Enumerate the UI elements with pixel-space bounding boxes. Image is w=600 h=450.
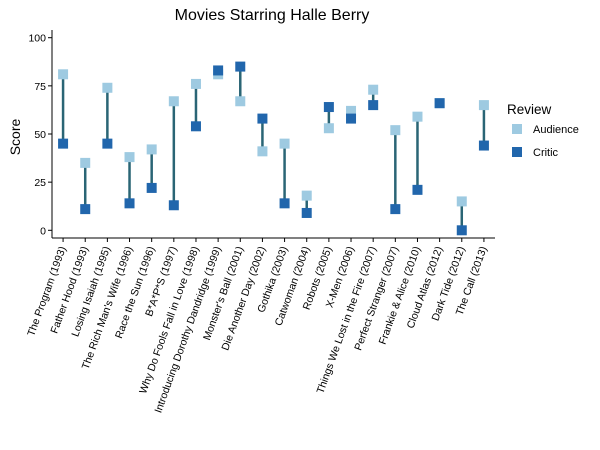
audience-point bbox=[102, 82, 113, 93]
y-tick-label: 50 bbox=[34, 129, 46, 141]
audience-point bbox=[323, 123, 334, 134]
audience-point bbox=[146, 144, 157, 155]
audience-point bbox=[58, 69, 69, 80]
critic-point bbox=[58, 138, 69, 149]
legend-title: Review bbox=[507, 102, 552, 117]
audience-point bbox=[456, 196, 467, 207]
critic-point bbox=[124, 198, 135, 209]
critic-point bbox=[434, 98, 445, 109]
y-tick-label: 75 bbox=[34, 81, 46, 93]
audience-point bbox=[412, 111, 423, 122]
chart-title: Movies Starring Halle Berry bbox=[175, 7, 370, 24]
critic-point bbox=[368, 100, 379, 111]
legend-key-audience bbox=[512, 124, 522, 134]
audience-point bbox=[80, 157, 91, 168]
critic-point bbox=[146, 182, 157, 193]
y-tick-label: 0 bbox=[40, 225, 46, 237]
audience-point bbox=[390, 125, 401, 136]
critic-point bbox=[213, 65, 224, 76]
critic-point bbox=[390, 204, 401, 215]
audience-point bbox=[235, 96, 246, 107]
audience-point bbox=[257, 146, 268, 157]
y-axis-title: Score bbox=[7, 119, 23, 156]
critic-point bbox=[456, 225, 467, 236]
critic-point bbox=[102, 138, 113, 149]
critic-point bbox=[80, 204, 91, 215]
critic-point bbox=[257, 113, 268, 124]
axes: 0 25 50 75 100 bbox=[28, 30, 495, 242]
legend-key-critic bbox=[512, 147, 522, 157]
audience-point bbox=[346, 105, 357, 116]
audience-point bbox=[301, 190, 312, 201]
audience-point bbox=[478, 100, 489, 111]
critic-point bbox=[235, 61, 246, 72]
legend-label-critic: Critic bbox=[533, 147, 559, 159]
legend-label-audience: Audience bbox=[533, 124, 579, 136]
audience-point bbox=[168, 96, 179, 107]
critic-point bbox=[412, 184, 423, 195]
critic-point bbox=[301, 207, 312, 218]
legend: Review Audience Critic bbox=[507, 102, 579, 159]
critic-point bbox=[346, 113, 357, 124]
critic-point bbox=[168, 200, 179, 211]
critic-point bbox=[190, 121, 201, 132]
critic-point bbox=[323, 102, 334, 113]
y-tick-label: 100 bbox=[28, 33, 46, 45]
audience-point bbox=[124, 152, 135, 163]
x-tick-labels: The Program (1993)Father Hood (1993)Losi… bbox=[25, 245, 489, 415]
critic-point bbox=[279, 198, 290, 209]
y-tick-label: 25 bbox=[34, 177, 46, 189]
audience-point bbox=[279, 138, 290, 149]
critic-point bbox=[478, 140, 489, 151]
audience-point bbox=[190, 78, 201, 89]
audience-point bbox=[368, 84, 379, 95]
points bbox=[58, 61, 489, 236]
